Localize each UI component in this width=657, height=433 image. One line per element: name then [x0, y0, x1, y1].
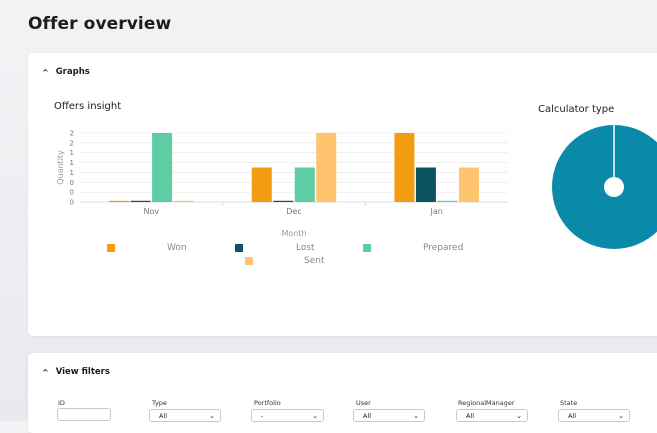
bar-prepared-jan — [437, 200, 458, 202]
graphs-section-toggle[interactable]: ^ Graphs — [42, 67, 90, 77]
bar-won-nov — [109, 200, 130, 202]
y-tick-label: 0 — [70, 199, 74, 207]
bar-sent-jan — [458, 167, 479, 202]
bar-won-jan — [394, 133, 415, 202]
calculator-type-chart — [552, 125, 657, 249]
filter-regional-manager-select[interactable]: All ⌄ — [456, 409, 528, 422]
y-tick-label: 2 — [70, 130, 74, 138]
offers-insight-title: Offers insight — [54, 101, 122, 112]
filter-user-select[interactable]: All ⌄ — [353, 409, 425, 422]
filter-type-select[interactable]: All ⌄ — [149, 409, 221, 422]
bar-sent-nov — [173, 200, 194, 202]
x-tick-label: Dec — [286, 207, 301, 216]
filter-id-input[interactable] — [57, 408, 111, 421]
filter-portfolio-value: - — [261, 411, 264, 420]
bar-lost-dec — [273, 200, 294, 202]
pie-center — [604, 177, 624, 197]
legend-label-prepared[interactable]: Prepared — [423, 243, 464, 253]
chevron-down-icon: ⌄ — [312, 411, 318, 420]
legend-label-won[interactable]: Won — [167, 243, 187, 253]
view-filters-card: ^ View filters ID Type All ⌄ Portfolio -… — [28, 353, 657, 433]
filter-state-label: State — [560, 399, 578, 407]
x-tick-label: Nov — [144, 207, 160, 216]
filter-user-label: User — [356, 399, 371, 407]
bar-sent-dec — [316, 133, 337, 202]
graphs-card: ^ Graphs Offers insight Calculator type … — [28, 53, 657, 336]
filter-regional-manager-value: All — [466, 411, 475, 420]
chevron-up-icon: ^ — [42, 367, 49, 377]
chevron-down-icon: ⌄ — [413, 411, 419, 420]
y-tick-label: 0 — [70, 179, 74, 187]
view-filters-toggle[interactable]: ^ View filters — [42, 367, 110, 377]
chevron-up-icon: ^ — [42, 67, 49, 77]
graphs-section-label: Graphs — [55, 67, 90, 77]
y-tick-label: 1 — [70, 169, 74, 177]
view-filters-label: View filters — [55, 367, 110, 377]
filter-type-value: All — [159, 411, 168, 420]
filter-user-value: All — [363, 411, 372, 420]
filter-portfolio-label: Portfolio — [254, 399, 281, 407]
y-tick-label: 2 — [70, 139, 74, 147]
filter-portfolio-select[interactable]: - ⌄ — [251, 409, 324, 422]
bar-prepared-dec — [294, 167, 315, 202]
page-title: Offer overview — [28, 14, 172, 34]
bar-prepared-nov — [152, 133, 173, 202]
filter-state-select[interactable]: All ⌄ — [558, 409, 630, 422]
y-tick-label: 0 — [70, 189, 74, 197]
filter-type-label: Type — [152, 399, 167, 407]
filter-regional-manager-label: RegionalManager — [458, 399, 515, 407]
chevron-down-icon: ⌄ — [618, 411, 624, 420]
bar-lost-nov — [130, 200, 151, 202]
legend-swatch-won[interactable] — [107, 244, 115, 252]
chevron-down-icon: ⌄ — [209, 411, 215, 420]
legend-label-sent[interactable]: Sent — [304, 256, 325, 266]
bar-won-dec — [251, 167, 272, 202]
legend-swatch-sent[interactable] — [245, 257, 253, 265]
filter-state-value: All — [568, 411, 577, 420]
calculator-type-title: Calculator type — [538, 104, 615, 115]
x-axis-label: Month — [281, 229, 306, 238]
legend-swatch-prepared[interactable] — [363, 244, 371, 252]
y-tick-label: 1 — [70, 149, 74, 157]
x-tick-label: Jan — [429, 207, 442, 216]
legend-label-lost[interactable]: Lost — [296, 243, 315, 253]
y-axis-label: Quantity — [56, 150, 65, 185]
bar-lost-jan — [415, 167, 436, 202]
filter-id-label: ID — [58, 399, 65, 407]
offers-insight-chart: 0 0 0 1 1 1 22 Quantity Nov Dec Jan Month — [56, 130, 508, 238]
chevron-down-icon: ⌄ — [516, 411, 522, 420]
y-tick-label: 1 — [70, 159, 74, 167]
legend-swatch-lost[interactable] — [235, 244, 243, 252]
